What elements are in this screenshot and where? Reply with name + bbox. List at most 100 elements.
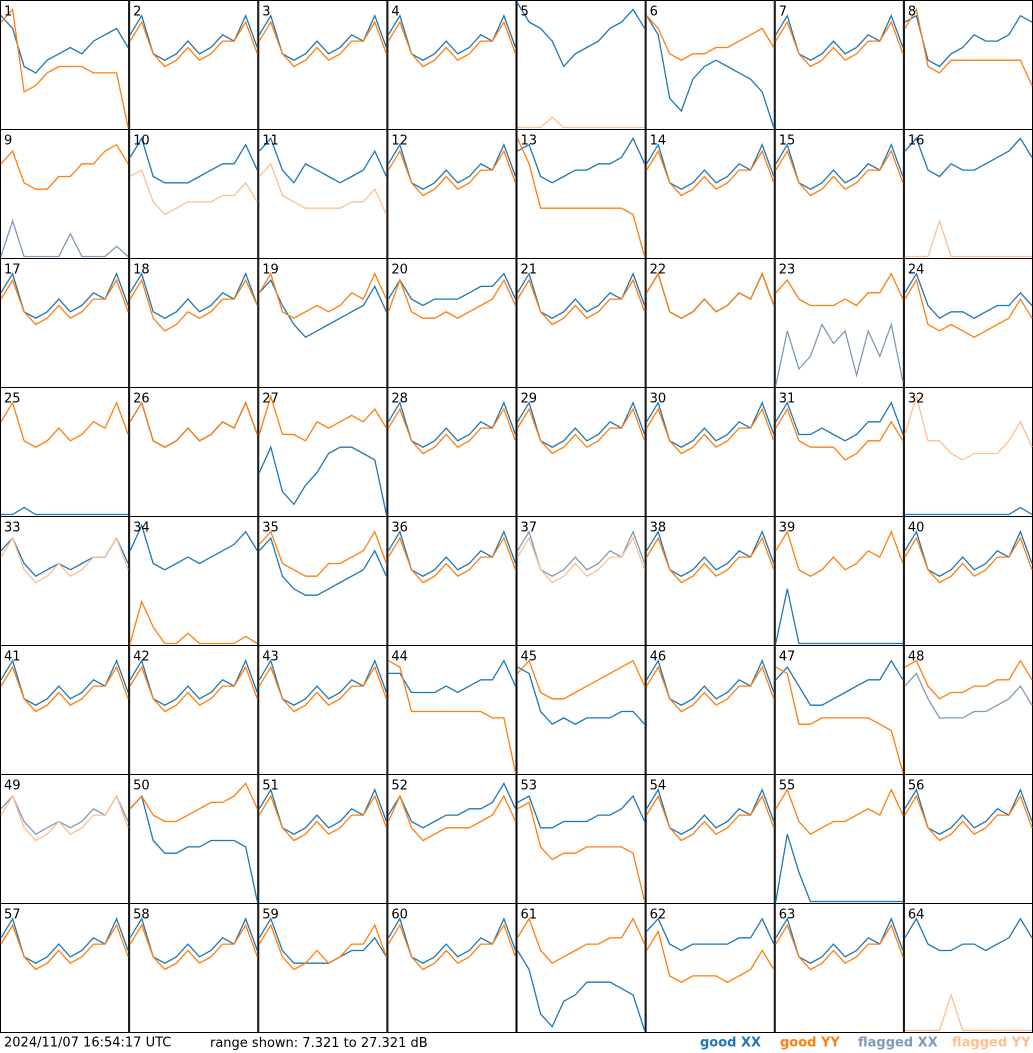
panel-number: 62 — [650, 908, 667, 923]
panel: 22 — [645, 258, 775, 388]
panel: 40 — [903, 516, 1033, 646]
panel-frame — [645, 645, 775, 775]
panel-frame — [645, 387, 775, 517]
spectrum-xx — [646, 271, 775, 319]
panel-number: 41 — [4, 650, 21, 665]
spectrum-yy — [258, 394, 387, 442]
panel: 47 — [774, 645, 904, 775]
panel: 34 — [129, 516, 259, 646]
panel-frame — [0, 258, 130, 388]
panel-number: 24 — [908, 263, 925, 278]
panel-frame — [387, 129, 517, 259]
panel-number: 27 — [262, 392, 279, 407]
spectrum-yy — [129, 278, 258, 332]
spectrum-xx — [258, 278, 387, 339]
panel-number: 20 — [391, 263, 408, 278]
panel-frame — [774, 387, 904, 517]
panel-number: 11 — [262, 134, 279, 149]
panel: 7 — [774, 0, 904, 130]
spectrum-xx — [258, 137, 387, 184]
spectrum-xx — [904, 14, 1033, 68]
spectrum-yy — [129, 599, 258, 645]
panel-number: 9 — [4, 134, 12, 149]
spectrum-yy — [775, 149, 904, 197]
panel: 12 — [387, 129, 517, 259]
panel-frame — [129, 129, 259, 259]
spectrum-yy — [904, 794, 1033, 842]
timestamp: 2024/11/07 16:54:17 UTC — [4, 1036, 171, 1051]
panel: 41 — [0, 645, 130, 775]
panel: 37 — [516, 516, 646, 646]
panel-number: 40 — [908, 521, 925, 536]
spectrum-yy — [388, 660, 517, 773]
panel: 15 — [774, 129, 904, 259]
spectrum-xx — [388, 659, 517, 694]
spectrum-xx — [387, 782, 517, 829]
spectrum-yy — [387, 794, 517, 842]
panel: 6 — [645, 0, 775, 130]
panel-number: 52 — [391, 779, 408, 794]
spectrum-yy — [904, 7, 1033, 86]
panel-number: 57 — [4, 908, 21, 923]
spectrum-xx — [129, 400, 258, 448]
panel-frame — [387, 0, 517, 130]
panel-number: 33 — [4, 521, 21, 536]
panel-number: 38 — [650, 521, 667, 536]
panel-number: 6 — [650, 5, 658, 20]
spectrum-xx — [904, 272, 1033, 320]
panel-frame — [903, 387, 1033, 517]
spectrum-yy — [516, 536, 646, 584]
panel: 5 — [516, 0, 646, 130]
spectrum-xx — [904, 672, 1033, 719]
panel: 32 — [903, 387, 1033, 517]
spectrum-xx — [387, 272, 517, 307]
panel: 42 — [129, 645, 259, 775]
panel-number: 3 — [262, 5, 270, 20]
spectrum-xx — [1, 506, 129, 516]
panel-number: 31 — [779, 392, 796, 407]
panel-number: 58 — [133, 908, 150, 923]
panel-frame — [0, 645, 130, 775]
panel-frame — [258, 645, 388, 775]
spectrum-xx — [517, 794, 646, 829]
spectrum-yy — [387, 407, 517, 455]
panel: 4 — [387, 0, 517, 130]
panel: 20 — [387, 258, 517, 388]
spectrum-yy — [0, 143, 129, 190]
spectrum-yy — [775, 20, 904, 68]
spectrum-yy — [516, 407, 646, 455]
panel-number: 19 — [262, 263, 279, 278]
panel-number: 34 — [133, 521, 150, 536]
panel: 54 — [645, 774, 775, 904]
spectrum-yy — [775, 666, 904, 773]
range-unit: dB — [411, 1036, 428, 1051]
spectrum-yy — [258, 272, 387, 319]
spectrum-yy — [0, 665, 129, 713]
panel-number: 53 — [521, 779, 538, 794]
spectrum-yy — [904, 394, 1033, 461]
spectrum-yy — [258, 665, 388, 713]
panel: 43 — [258, 645, 388, 775]
spectrum-xx — [129, 271, 258, 319]
panel-number: 14 — [650, 134, 667, 149]
spectrum-yy — [129, 169, 258, 216]
panel: 19 — [258, 258, 388, 388]
range-text: range shown: 7.321 to 27.321 dB — [210, 1036, 428, 1051]
spectrum-yy — [258, 923, 388, 971]
panel-number: 61 — [521, 908, 538, 923]
panel-number: 39 — [779, 521, 796, 536]
spectrum-xx — [646, 15, 775, 128]
panel: 64 — [903, 903, 1033, 1033]
panel-number: 2 — [133, 5, 141, 20]
spectrum-yy — [775, 272, 904, 307]
spectrum-yy — [775, 923, 904, 971]
panel-number: 56 — [908, 779, 925, 794]
panel: 38 — [645, 516, 775, 646]
panel: 60 — [387, 903, 517, 1033]
panel-frame — [258, 903, 388, 1033]
panel-number: 59 — [262, 908, 279, 923]
panel-frame — [0, 774, 130, 904]
panel: 30 — [645, 387, 775, 517]
range-min: 7.321 — [302, 1036, 339, 1051]
panel-frame — [387, 903, 517, 1033]
